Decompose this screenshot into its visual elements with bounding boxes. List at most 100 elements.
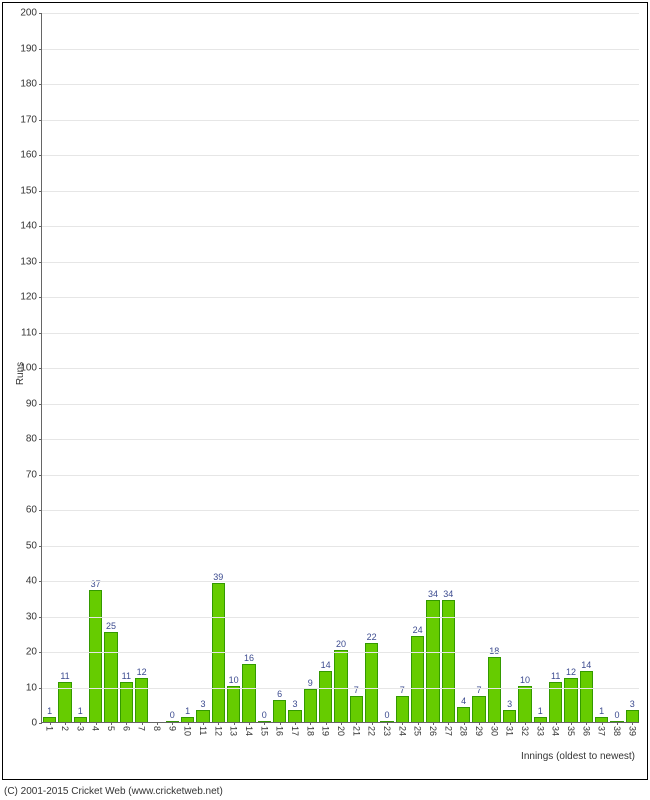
x-tick: [556, 722, 557, 725]
y-tick: [39, 688, 42, 689]
bar-group: 023: [379, 12, 394, 722]
y-tick-label: 40: [26, 576, 37, 587]
bar-value-label: 0: [614, 710, 619, 720]
y-tick: [39, 439, 42, 440]
x-tick: [234, 722, 235, 725]
bar-value-label: 0: [170, 710, 175, 720]
bar-value-label: 0: [262, 710, 267, 720]
bar-group: 616: [272, 12, 287, 722]
x-tick-label: 30: [489, 726, 499, 736]
y-tick: [39, 723, 42, 724]
chart-frame: 1111213374255116127809110311391210131614…: [0, 0, 650, 800]
x-tick-label: 5: [106, 726, 116, 731]
x-tick: [218, 722, 219, 725]
bar-value-label: 1: [185, 706, 190, 716]
x-tick: [341, 722, 342, 725]
bar-value-label: 6: [277, 689, 282, 699]
y-tick-label: 80: [26, 434, 37, 445]
x-tick-label: 22: [367, 726, 377, 736]
bar-value-label: 14: [581, 660, 591, 670]
bar-group: 137: [594, 12, 609, 722]
bar-value-label: 10: [520, 675, 530, 685]
y-tick: [39, 155, 42, 156]
copyright-text: (C) 2001-2015 Cricket Web (www.cricketwe…: [4, 786, 223, 797]
y-tick-label: 60: [26, 505, 37, 516]
bar-group: 331: [502, 12, 517, 722]
bar-group: 317: [287, 12, 302, 722]
y-tick-label: 200: [20, 8, 37, 19]
x-tick-label: 16: [275, 726, 285, 736]
y-tick: [39, 581, 42, 582]
x-tick: [479, 722, 480, 725]
x-tick: [65, 722, 66, 725]
gridline: [42, 368, 639, 369]
bar: 25: [104, 632, 117, 722]
x-tick: [372, 722, 373, 725]
bar: 4: [457, 707, 470, 722]
bar-group: 038: [609, 12, 624, 722]
y-tick-label: 160: [20, 150, 37, 161]
bar: 14: [580, 671, 593, 722]
x-tick-label: 3: [75, 726, 85, 731]
bar-value-label: 3: [630, 699, 635, 709]
x-tick: [632, 722, 633, 725]
gridline: [42, 581, 639, 582]
x-tick: [617, 722, 618, 725]
x-tick-label: 12: [213, 726, 223, 736]
x-tick: [203, 722, 204, 725]
x-tick-label: 34: [551, 726, 561, 736]
bar-group: 2020: [333, 12, 348, 722]
x-tick: [510, 722, 511, 725]
bar-group: 918: [303, 12, 318, 722]
y-tick-label: 170: [20, 114, 37, 125]
x-tick-label: 27: [443, 726, 453, 736]
gridline: [42, 404, 639, 405]
x-tick-label: 37: [597, 726, 607, 736]
bar-group: 1032: [517, 12, 532, 722]
bar-group: 09: [165, 12, 180, 722]
bar-group: 13: [73, 12, 88, 722]
x-tick: [326, 722, 327, 725]
bar-group: 116: [119, 12, 134, 722]
bar: 7: [396, 696, 409, 722]
x-tick-label: 21: [351, 726, 361, 736]
x-tick-label: 17: [290, 726, 300, 736]
gridline: [42, 546, 639, 547]
y-tick: [39, 510, 42, 511]
x-tick: [464, 722, 465, 725]
x-tick-label: 32: [520, 726, 530, 736]
y-tick-label: 0: [31, 718, 37, 729]
x-tick: [448, 722, 449, 725]
x-tick-label: 13: [229, 726, 239, 736]
bar: 3: [626, 710, 639, 722]
x-tick: [111, 722, 112, 725]
bar: 10: [227, 686, 240, 723]
bar: 3: [503, 710, 516, 722]
bar-group: 1830: [487, 12, 502, 722]
bar-group: 1436: [579, 12, 594, 722]
y-tick: [39, 368, 42, 369]
gridline: [42, 333, 639, 334]
y-tick-label: 190: [20, 43, 37, 54]
bar-value-label: 1: [47, 706, 52, 716]
gridline: [42, 510, 639, 511]
bar-group: 110: [180, 12, 195, 722]
bar: 37: [89, 590, 102, 722]
y-tick-label: 70: [26, 469, 37, 480]
bar-value-label: 3: [200, 699, 205, 709]
bar: 18: [488, 657, 501, 722]
y-tick-label: 110: [21, 327, 37, 338]
y-tick-label: 20: [26, 647, 37, 658]
gridline: [42, 13, 639, 14]
bar-group: 3426: [425, 12, 440, 722]
bar-value-label: 24: [413, 625, 423, 635]
x-tick: [80, 722, 81, 725]
bar-group: 724: [395, 12, 410, 722]
x-tick: [540, 722, 541, 725]
bar: 7: [350, 696, 363, 722]
x-tick-label: 19: [321, 726, 331, 736]
gridline: [42, 49, 639, 50]
x-tick: [126, 722, 127, 725]
x-tick: [172, 722, 173, 725]
y-tick-label: 150: [20, 185, 37, 196]
